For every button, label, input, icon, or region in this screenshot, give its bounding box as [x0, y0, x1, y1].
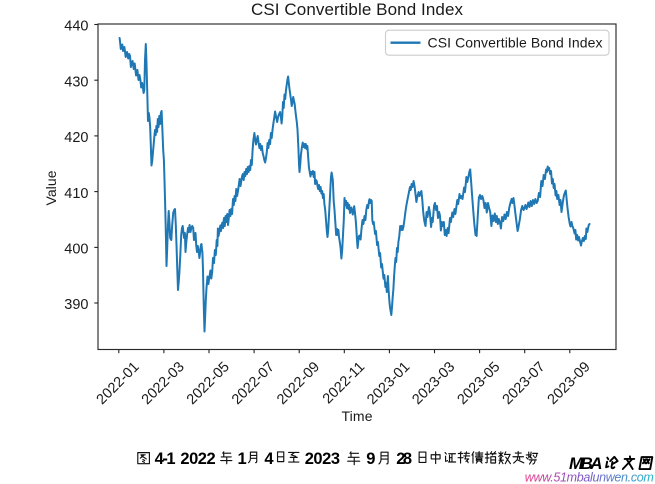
svg-text:2022: 2022 [180, 450, 215, 468]
svg-text:Time: Time [342, 408, 373, 424]
svg-text:2023: 2023 [305, 450, 340, 468]
svg-text:420: 420 [64, 130, 88, 146]
svg-text:4-1: 4-1 [155, 450, 176, 468]
svg-text:CSI Convertible Bond Index: CSI Convertible Bond Index [251, 0, 464, 19]
svg-text:9: 9 [366, 450, 375, 468]
svg-text:430: 430 [64, 74, 88, 90]
svg-text:CSI Convertible Bond Index: CSI Convertible Bond Index [428, 35, 603, 51]
svg-text:400: 400 [64, 242, 88, 258]
svg-text:4: 4 [264, 450, 274, 468]
svg-text:MBA: MBA [569, 454, 603, 473]
svg-text:Value: Value [43, 170, 59, 205]
svg-text:440: 440 [64, 19, 88, 35]
svg-text:www.51mbalunwen.com: www.51mbalunwen.com [525, 471, 654, 484]
svg-text:1: 1 [238, 450, 247, 468]
svg-text:410: 410 [64, 186, 88, 202]
svg-text:390: 390 [64, 297, 88, 313]
svg-text:28: 28 [396, 450, 412, 468]
